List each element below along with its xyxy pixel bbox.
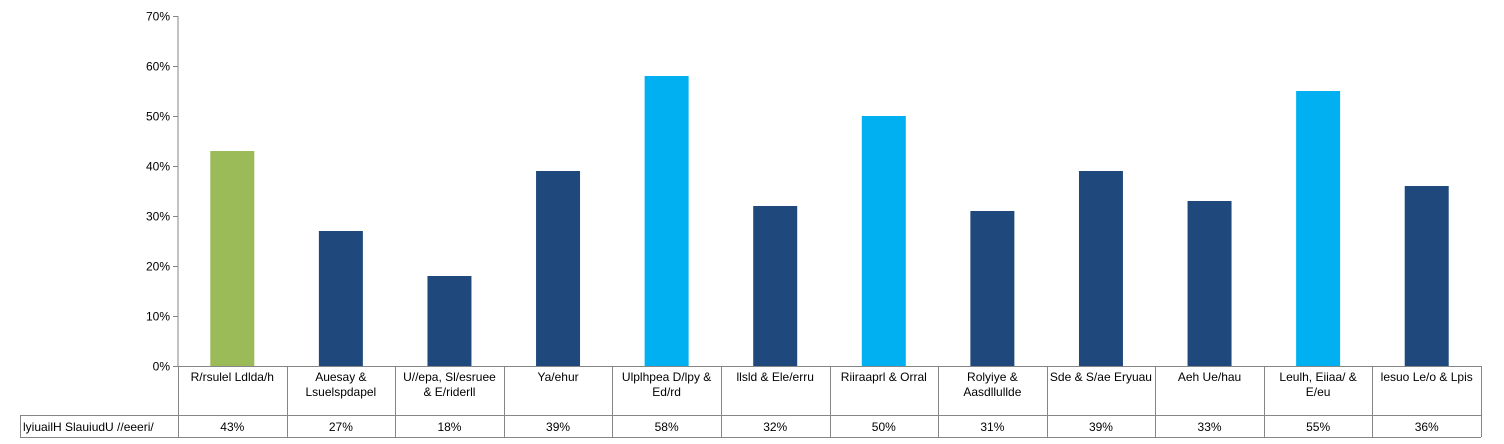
bar	[644, 76, 689, 366]
category-label: Ya/ehur	[537, 370, 578, 384]
category-label: lesuo Le/o & Lpis	[1381, 370, 1473, 384]
value-label: 39%	[546, 420, 570, 434]
bar	[536, 171, 581, 366]
value-label: 58%	[655, 420, 679, 434]
category-label: Ulplhpea D/lpy & Ed/rd	[622, 370, 711, 399]
y-tick-label: 20%	[146, 260, 170, 274]
category-label: Riiraaprl & Orral	[841, 370, 927, 384]
y-tick-label: 70%	[146, 10, 170, 24]
bar	[1296, 91, 1341, 366]
category-label: Leulh, Eiiaa/ & E/eu	[1279, 370, 1356, 399]
category-label: R/rsulel Ldlda/h	[191, 370, 274, 384]
value-label: 33%	[1198, 420, 1222, 434]
y-tick-label: 10%	[146, 310, 170, 324]
category-label: Auesay & Lsuelspdapel	[306, 370, 377, 399]
bar	[427, 276, 472, 366]
bar	[753, 206, 798, 366]
category-label: U//epa, Sl/esruee & E/riderll	[403, 370, 496, 399]
y-tick-label: 50%	[146, 110, 170, 124]
y-tick-label: 30%	[146, 210, 170, 224]
bar	[210, 151, 255, 366]
category-label: Sde & S/ae Eryuau	[1050, 370, 1152, 384]
bar	[1404, 186, 1449, 366]
bar	[318, 231, 363, 366]
y-tick-label: 60%	[146, 60, 170, 74]
value-label: 36%	[1415, 420, 1439, 434]
data-table: R/rsulel Ldlda/h Auesay & Lsuelspdapel U//e…	[20, 366, 1482, 438]
bars	[210, 76, 1449, 366]
bar	[1078, 171, 1123, 366]
bar	[1187, 201, 1232, 366]
category-label: Aeh Ue/hau	[1178, 370, 1241, 384]
bar	[861, 116, 906, 366]
value-label: 27%	[329, 420, 353, 434]
value-label: 39%	[1089, 420, 1113, 434]
y-tick-label: 40%	[146, 160, 170, 174]
value-label: 32%	[763, 420, 787, 434]
bar	[970, 211, 1015, 366]
value-label: 55%	[1306, 420, 1330, 434]
value-label: 31%	[980, 420, 1004, 434]
y-axis-ticks: 0% 10% 20% 30% 40% 50% 60% 70%	[146, 10, 178, 374]
value-label: 43%	[220, 420, 244, 434]
y-tick-label: 0%	[153, 360, 171, 374]
category-label: llsld & Ele/erru	[737, 370, 814, 384]
category-label: Rolyiye & Aasdllullde	[963, 370, 1021, 399]
series-name: lyiuailH SlauiudU //eeeri/	[23, 420, 154, 434]
value-label: 18%	[437, 420, 461, 434]
value-label: 50%	[872, 420, 896, 434]
